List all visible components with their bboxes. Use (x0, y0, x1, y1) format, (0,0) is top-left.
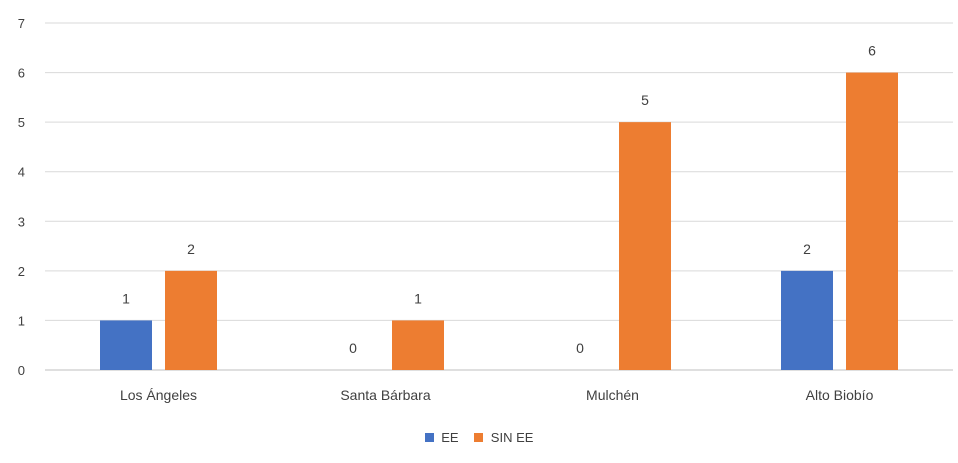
chart-legend: EE SIN EE (0, 428, 958, 445)
data-label: 6 (868, 43, 876, 59)
data-label: 2 (187, 241, 195, 257)
y-tick-label: 1 (18, 313, 25, 328)
bar-ee (100, 320, 152, 370)
y-tick-label: 4 (18, 165, 25, 180)
chart-plot: 0 1 2 3 4 5 6 7 Los Ángeles 1 2 Santa Bárbara 0 1 Mulc… (18, 16, 953, 403)
y-tick-label: 5 (18, 115, 25, 130)
legend-item-sin-ee: SIN EE (474, 429, 533, 445)
x-tick-label: Los Ángeles (120, 387, 197, 403)
legend-label-ee: EE (441, 429, 459, 445)
bar-sin-ee (165, 270, 217, 370)
bar-sin-ee (392, 320, 444, 370)
y-tick-label: 7 (18, 16, 25, 31)
legend-item-ee: EE (424, 429, 459, 445)
data-label: 0 (576, 340, 584, 356)
data-label: 1 (122, 290, 130, 306)
legend-swatch-sin-ee (474, 432, 484, 442)
y-tick-label: 3 (18, 214, 25, 229)
legend-swatch-ee (424, 432, 434, 442)
legend-label-sin-ee: SIN EE (490, 429, 534, 445)
data-label: 5 (641, 92, 649, 108)
bar-sin-ee (619, 122, 671, 371)
y-tick-label: 2 (18, 264, 25, 279)
x-tick-label: Mulchén (586, 387, 639, 403)
y-tick-label: 0 (18, 363, 25, 378)
bar-ee (781, 270, 833, 370)
data-label: 1 (414, 290, 422, 306)
data-label: 2 (803, 241, 811, 257)
x-tick-label: Alto Biobío (806, 387, 874, 403)
x-tick-label: Santa Bárbara (340, 387, 430, 403)
y-tick-label: 6 (18, 66, 25, 81)
bar-sin-ee (846, 72, 898, 371)
data-label: 0 (349, 340, 357, 356)
